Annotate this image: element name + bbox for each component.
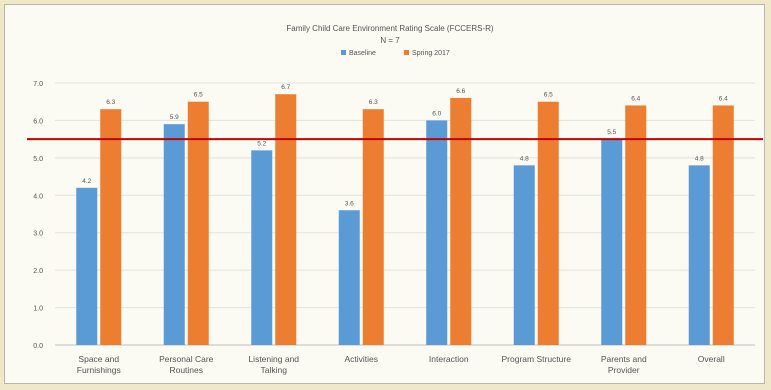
category-label: Provider bbox=[608, 365, 640, 375]
category-label: Overall bbox=[698, 354, 725, 364]
y-tick-label: 1.0 bbox=[33, 306, 43, 313]
bar-spring-2017 bbox=[100, 109, 122, 345]
bar-baseline bbox=[688, 165, 710, 345]
bar-baseline bbox=[513, 165, 535, 345]
category-label: Interaction bbox=[429, 354, 469, 364]
y-axis-ticks: 0.0 1.0 2.0 3.0 4.0 5.0 6.0 7.0 bbox=[33, 81, 43, 350]
y-tick-label: 7.0 bbox=[33, 81, 43, 88]
bar-baseline bbox=[426, 120, 448, 345]
category-label: Routines bbox=[169, 365, 203, 375]
data-label: 5.9 bbox=[170, 114, 179, 121]
chart-title: Family Child Care Environment Rating Sca… bbox=[286, 24, 494, 33]
data-label: 4.8 bbox=[695, 155, 704, 162]
y-tick-label: 2.0 bbox=[33, 268, 43, 275]
legend-label: Baseline bbox=[349, 50, 376, 57]
legend-swatch bbox=[404, 50, 409, 55]
bar-spring-2017 bbox=[712, 105, 734, 345]
y-tick-label: 4.0 bbox=[33, 193, 43, 200]
bar-spring-2017 bbox=[362, 109, 384, 345]
bar-baseline bbox=[251, 150, 273, 345]
category-label: Space and bbox=[78, 354, 119, 364]
category-label: Program Structure bbox=[502, 354, 572, 364]
data-label: 6.0 bbox=[432, 110, 441, 117]
y-tick-label: 6.0 bbox=[33, 118, 43, 125]
legend-label: Spring 2017 bbox=[412, 50, 450, 57]
chart-frame: 0.0 1.0 2.0 3.0 4.0 5.0 6.0 7.0 4.2 6.3 5.9 6.5 5.2… bbox=[4, 4, 765, 384]
data-label: 6.6 bbox=[456, 88, 465, 95]
legend: Baseline Spring 2017 bbox=[341, 50, 450, 57]
bar-spring-2017 bbox=[537, 101, 559, 345]
gridlines bbox=[55, 82, 755, 346]
data-label: 6.7 bbox=[281, 84, 290, 91]
bar-spring-2017 bbox=[450, 97, 472, 345]
category-label: Listening and bbox=[248, 354, 299, 364]
category-label: Talking bbox=[261, 365, 288, 375]
bar-baseline bbox=[163, 124, 185, 346]
data-label: 5.2 bbox=[257, 140, 266, 147]
category-label: Activities bbox=[344, 354, 378, 364]
chart-subtitle: N = 7 bbox=[380, 36, 400, 45]
legend-swatch bbox=[341, 50, 346, 55]
data-labels: 4.2 6.3 5.9 6.5 5.2 6.7 3.6 6.3 6.0 6.6 4.8 6.5 5.5 6… bbox=[82, 84, 728, 207]
bar-chart: 0.0 1.0 2.0 3.0 4.0 5.0 6.0 7.0 4.2 6.3 5.9 6.5 5.2… bbox=[27, 24, 763, 375]
bar-baseline bbox=[338, 210, 360, 345]
bar-spring-2017 bbox=[187, 101, 209, 345]
y-tick-label: 3.0 bbox=[33, 231, 43, 238]
data-label: 4.8 bbox=[520, 155, 529, 162]
bar-spring-2017 bbox=[275, 94, 297, 345]
data-label: 6.3 bbox=[106, 99, 115, 106]
bars bbox=[76, 94, 734, 346]
category-label: Furnishings bbox=[77, 365, 121, 375]
data-label: 6.3 bbox=[369, 99, 378, 106]
data-label: 6.5 bbox=[544, 92, 553, 99]
data-label: 6.4 bbox=[631, 95, 640, 102]
bar-baseline bbox=[76, 187, 98, 345]
y-tick-label: 0.0 bbox=[33, 343, 43, 350]
category-label: Personal Care bbox=[159, 354, 214, 364]
data-label: 6.5 bbox=[194, 92, 203, 99]
data-label: 6.4 bbox=[719, 95, 728, 102]
y-tick-label: 5.0 bbox=[33, 156, 43, 163]
data-label: 4.2 bbox=[82, 178, 91, 185]
data-label: 5.5 bbox=[607, 129, 616, 136]
data-label: 3.6 bbox=[345, 200, 354, 207]
category-label: Parents and bbox=[601, 354, 647, 364]
bar-baseline bbox=[601, 139, 623, 345]
bar-spring-2017 bbox=[625, 105, 647, 345]
